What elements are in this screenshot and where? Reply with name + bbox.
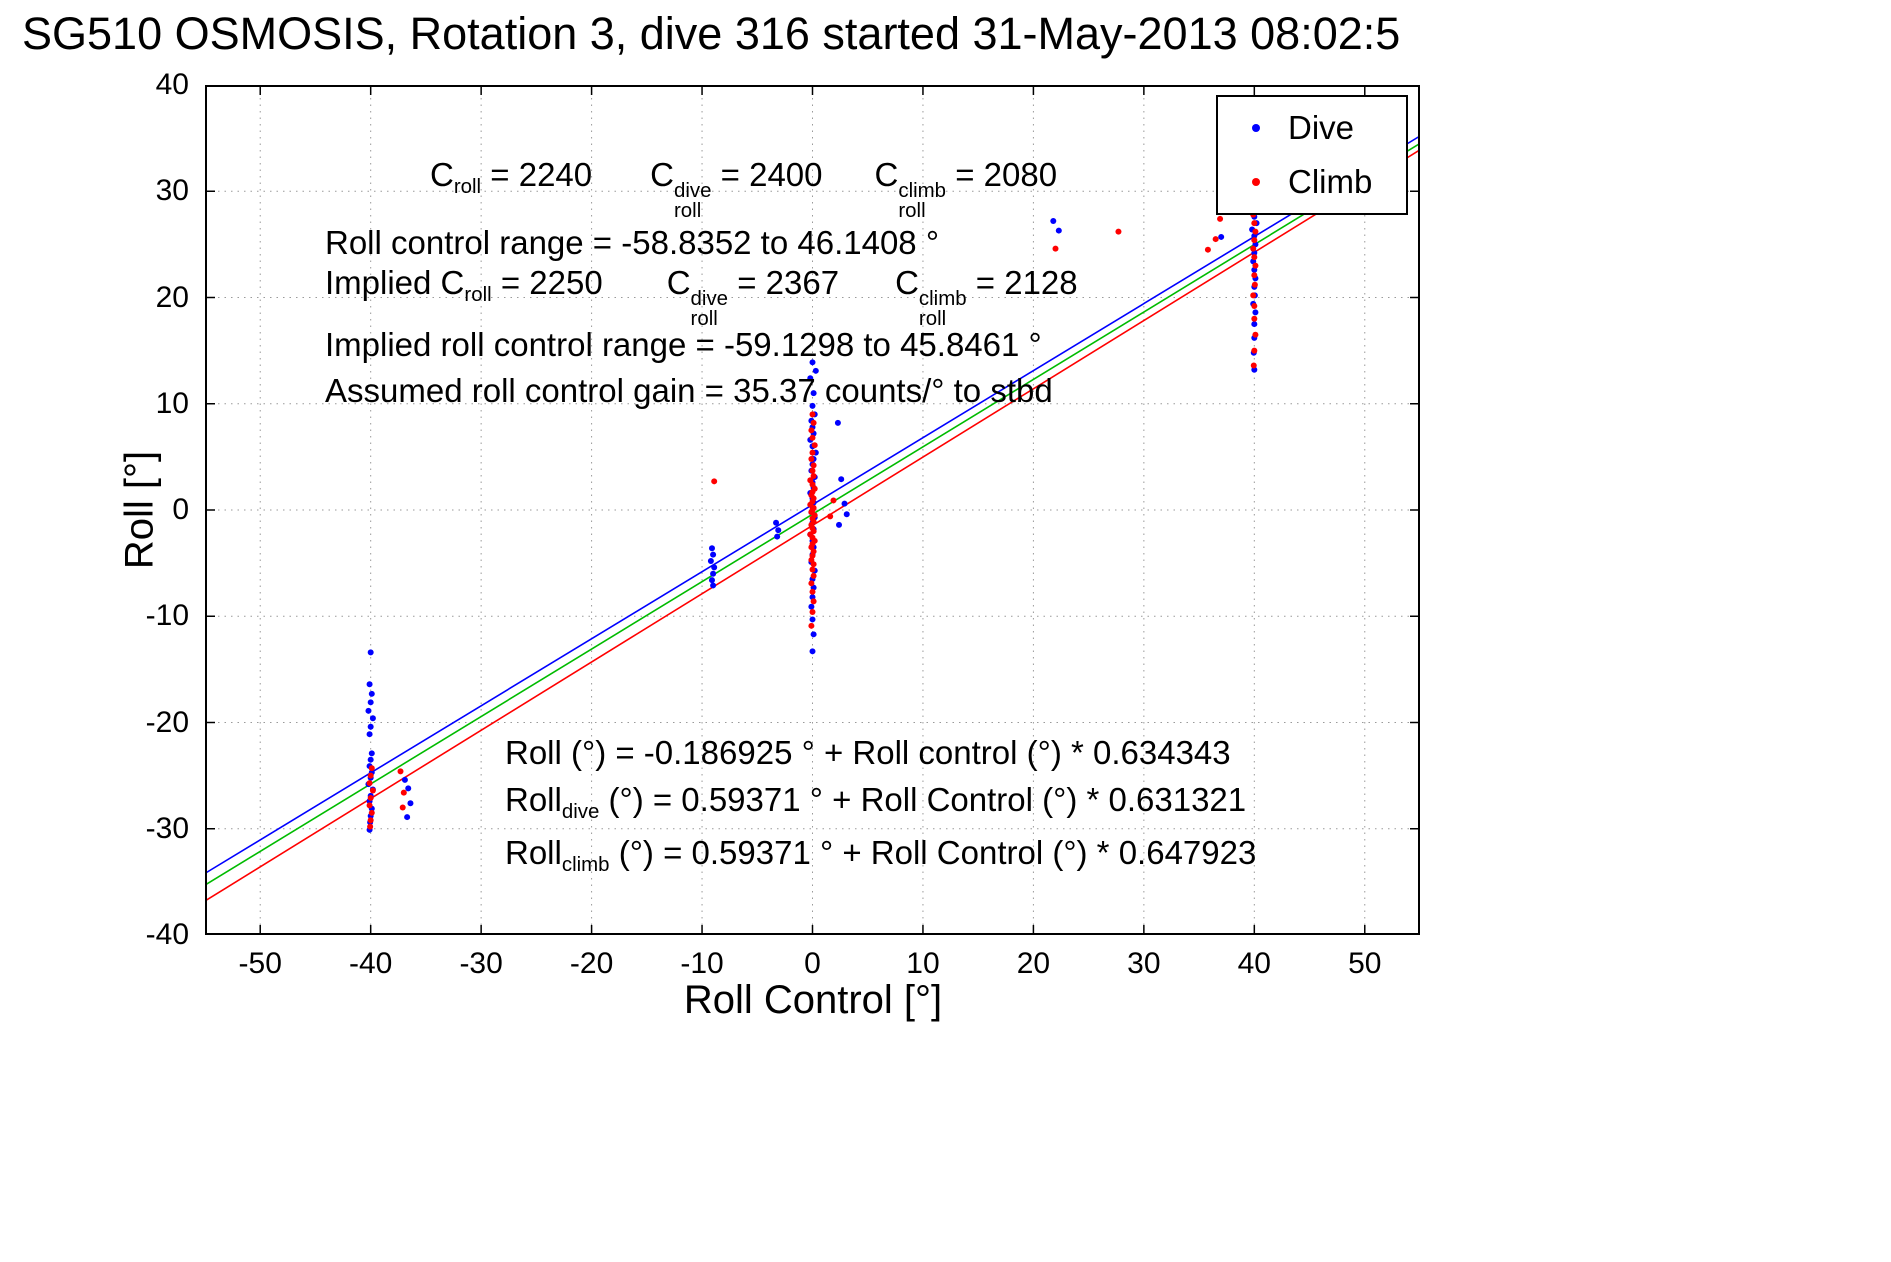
annotation: Assumed roll control gain = 35.37 counts… xyxy=(325,372,1053,409)
annotation: Roll (°) = -0.186925 ° + Roll control (°… xyxy=(505,734,1231,771)
annotation: Rolldive (°) = 0.59371 ° + Roll Control … xyxy=(505,781,1247,824)
y-tick-label: -40 xyxy=(145,918,189,951)
y-tick-label: -30 xyxy=(145,811,189,845)
y-tick-label: 0 xyxy=(172,493,189,526)
x-tick-label: -10 xyxy=(680,947,724,980)
legend-item-climb: Climb xyxy=(1228,163,1396,201)
legend-label-climb: Climb xyxy=(1288,163,1373,200)
x-tick-label: 40 xyxy=(1237,947,1271,980)
x-tick-label: -40 xyxy=(348,947,393,980)
x-tick-label: 50 xyxy=(1348,947,1382,980)
y-axis-label: Roll [°] xyxy=(117,450,162,570)
plot-svg xyxy=(205,85,1420,935)
legend-label-dive: Dive xyxy=(1288,109,1355,146)
x-tick-label: 0 xyxy=(804,947,821,980)
y-tick-label: -20 xyxy=(145,705,189,739)
chart-title: SG510 OSMOSIS, Rotation 3, dive 316 star… xyxy=(22,8,1401,59)
legend-item-dive: Dive xyxy=(1228,109,1396,147)
y-tick-label: -10 xyxy=(145,599,189,633)
y-tick-label: 30 xyxy=(155,174,189,208)
legend: Dive Climb xyxy=(1216,95,1408,215)
annotation: Implied roll control range = -59.1298 to… xyxy=(325,326,1042,363)
annotation: Rollclimb (°) = 0.59371 ° + Roll Control… xyxy=(505,834,1257,877)
x-tick-label: -50 xyxy=(238,947,282,980)
y-tick-label: 20 xyxy=(155,280,189,314)
x-axis-label: Roll Control [°] xyxy=(683,978,943,1022)
climb-marker-icon xyxy=(1252,178,1260,186)
x-tick-label: -30 xyxy=(459,947,503,980)
x-tick-label: 10 xyxy=(906,947,940,980)
dive-marker-icon xyxy=(1252,124,1260,132)
annotation: Roll control range = -58.8352 to 46.1408… xyxy=(325,224,940,261)
x-tick-label: 20 xyxy=(1016,947,1051,980)
x-tick-label: -20 xyxy=(569,947,614,980)
y-tick-label: 10 xyxy=(155,386,189,420)
x-tick-label: 30 xyxy=(1127,947,1161,980)
y-tick-label: 40 xyxy=(155,68,189,101)
